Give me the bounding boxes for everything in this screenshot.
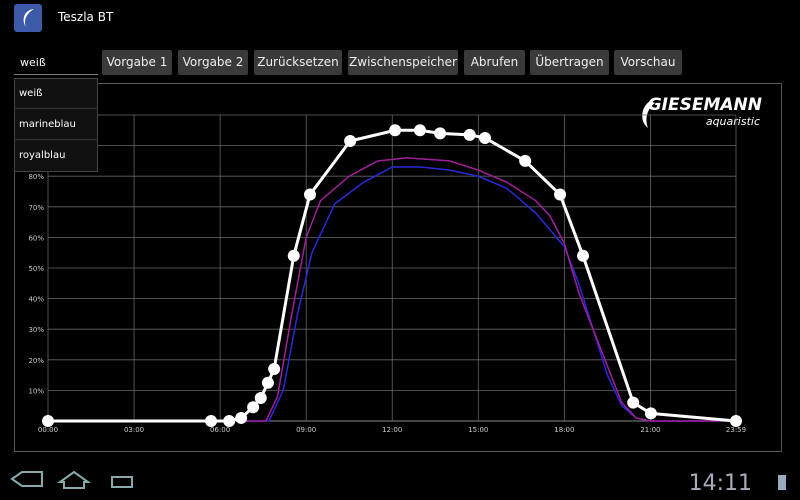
toolbar-button[interactable]: Vorgabe 1 [102, 50, 172, 75]
toolbar-button[interactable]: Zwischenspeicher [348, 50, 458, 75]
y-tick-label: 80% [28, 173, 44, 181]
logo-mark [642, 101, 655, 128]
app-icon [14, 4, 42, 32]
x-tick-label: 09:00 [296, 426, 316, 434]
dropdown-option[interactable]: royalblau [19, 150, 66, 161]
logo-tagline: aquaristic [706, 115, 760, 128]
control-point [42, 415, 54, 427]
chart-frame [14, 83, 782, 452]
y-tick-label: 30% [28, 326, 44, 334]
toolbar-button[interactable]: Vorgabe 2 [178, 50, 248, 75]
dropdown-list [14, 78, 98, 172]
control-point [519, 154, 532, 167]
x-tick-label: 15:00 [468, 426, 488, 434]
dropdown-option[interactable]: marineblau [14, 110, 98, 140]
control-point [478, 131, 491, 144]
toolbar-button[interactable]: Vorschau [614, 50, 682, 75]
series-line [48, 128, 737, 423]
app-title: Teszla BT [58, 10, 114, 24]
control-point [577, 249, 590, 262]
toolbar-button[interactable]: Zurücksetzen [254, 50, 342, 75]
control-point [413, 124, 426, 137]
back-button[interactable] [10, 471, 43, 487]
x-tick-label: 23:59 [726, 426, 746, 434]
control-point [254, 392, 267, 405]
clock: 14:11 [689, 471, 752, 496]
x-tick-label: 18:00 [554, 426, 574, 434]
control-point [247, 401, 260, 414]
control-point [261, 376, 274, 389]
y-tick-label: 10% [28, 387, 44, 395]
series-line [48, 166, 736, 422]
control-point [344, 135, 357, 148]
home-button[interactable] [56, 470, 92, 489]
channel-select[interactable]: weiß [14, 50, 98, 75]
y-tick-label: 40% [28, 296, 44, 304]
control-point [287, 249, 300, 262]
control-point [434, 127, 447, 140]
battery [778, 475, 786, 490]
y-tick-label: 60% [28, 234, 44, 242]
x-tick-label: 06:00 [210, 426, 230, 434]
control-point [389, 124, 402, 137]
control-point [304, 188, 317, 201]
toolbar-button[interactable]: Übertragen [530, 50, 609, 75]
toolbar-button[interactable]: Abrufen [464, 50, 525, 75]
control-point [644, 407, 657, 420]
control-point [205, 415, 218, 427]
control-point [730, 415, 742, 427]
nav-bar: 14:11 [10, 470, 786, 496]
control-point [554, 188, 567, 201]
dropdown-option[interactable]: weiß [14, 79, 98, 109]
control-point [223, 415, 236, 427]
y-tick-label: 50% [28, 265, 44, 273]
control-point [235, 411, 248, 424]
control-point [463, 128, 476, 141]
x-tick-label: 00:00 [38, 426, 58, 434]
control-point [627, 396, 640, 409]
recent-button[interactable] [111, 476, 133, 488]
x-tick-label: 21:00 [640, 426, 660, 434]
x-tick-label: 03:00 [124, 426, 144, 434]
y-tick-label: 70% [28, 204, 44, 212]
x-tick-label: 12:00 [382, 426, 402, 434]
y-tick-label: 20% [28, 357, 44, 365]
logo-brand: GIESEMANN [648, 95, 762, 115]
series-line [48, 157, 736, 422]
control-point [268, 362, 281, 375]
